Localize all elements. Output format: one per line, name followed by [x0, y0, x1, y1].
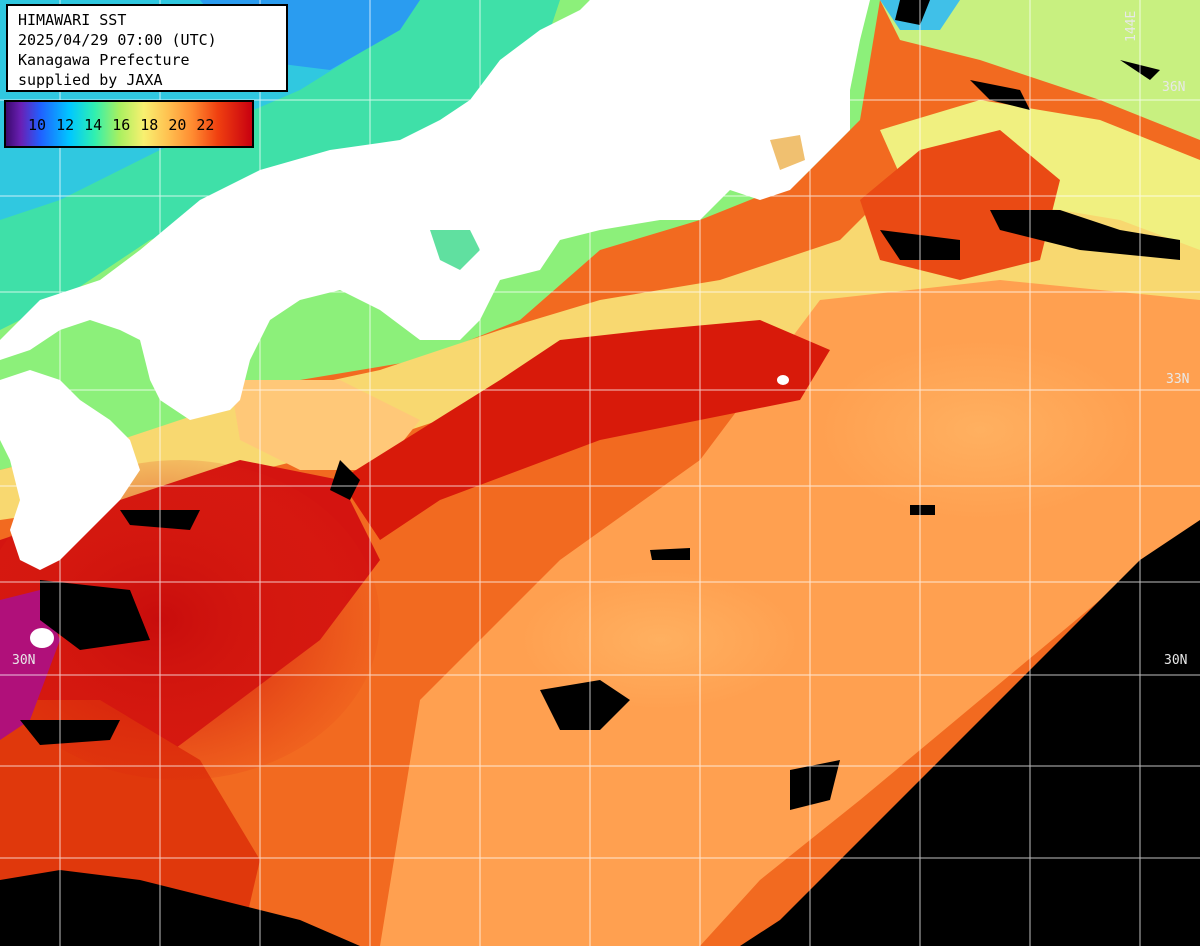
- legend-label: 22: [196, 116, 215, 134]
- lat-label-30n-left: 30N: [12, 653, 36, 668]
- legend-label: 10: [28, 116, 47, 134]
- lat-label-33n: 33N: [1166, 372, 1190, 387]
- map-datetime: 2025/04/29 07:00 (UTC): [18, 31, 217, 49]
- legend-labels: 10 12 14 16 18 20 22: [28, 116, 214, 134]
- map-info-box: HIMAWARI SST 2025/04/29 07:00 (UTC) Kana…: [6, 4, 288, 92]
- lon-label-144e: 144E: [1124, 10, 1139, 42]
- map-title: HIMAWARI SST: [18, 11, 127, 29]
- legend-label: 14: [84, 116, 103, 134]
- temperature-legend: 10 12 14 16 18 20 22: [4, 100, 254, 148]
- legend-label: 16: [112, 116, 131, 134]
- legend-label: 18: [140, 116, 159, 134]
- lat-label-30n-right: 30N: [1164, 653, 1188, 668]
- lat-label-36n: 36N: [1162, 80, 1186, 95]
- map-organization: Kanagawa Prefecture: [18, 51, 190, 69]
- legend-label: 12: [56, 116, 75, 134]
- legend-label: 20: [168, 116, 187, 134]
- land-japan: [0, 0, 870, 648]
- eddy-light-east: [820, 340, 1140, 520]
- map-credit: supplied by JAXA: [18, 71, 163, 89]
